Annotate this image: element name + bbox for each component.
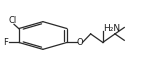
Text: H₂N: H₂N <box>104 24 121 33</box>
Text: O: O <box>77 38 83 47</box>
Text: Cl: Cl <box>8 16 17 25</box>
Text: F: F <box>3 38 8 47</box>
